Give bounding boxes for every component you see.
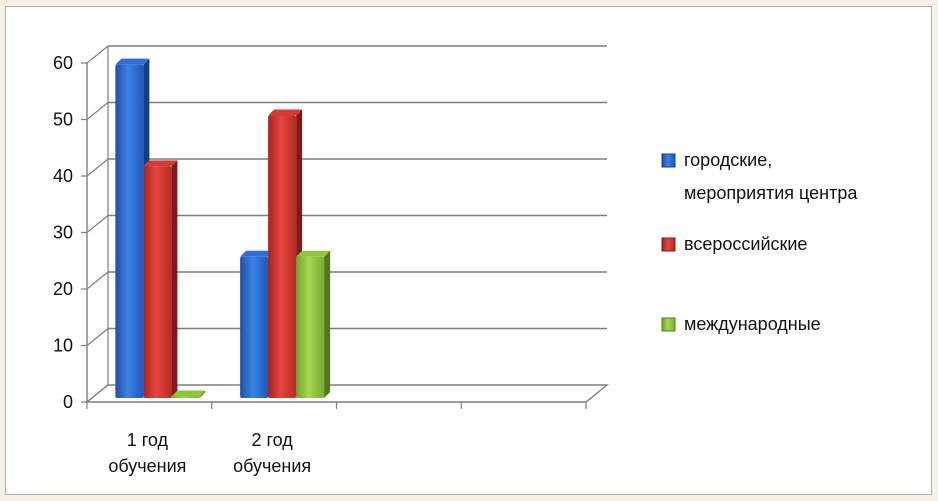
bar-top bbox=[296, 250, 331, 257]
side-wall-line bbox=[86, 158, 109, 177]
y-tick-label: 30 bbox=[53, 223, 73, 243]
legend-label: всероссийские bbox=[684, 234, 807, 254]
y-tick-label: 50 bbox=[53, 110, 73, 130]
side-wall-line bbox=[86, 328, 109, 346]
x-category-label: 2 год bbox=[251, 430, 293, 450]
bar-front bbox=[268, 115, 297, 398]
side-wall-line bbox=[86, 271, 109, 290]
bar bbox=[143, 160, 178, 398]
x-category-label: обучения bbox=[108, 456, 186, 476]
legend-item: международные bbox=[661, 314, 821, 334]
y-tick-label: 20 bbox=[53, 279, 73, 299]
bar-front bbox=[296, 256, 325, 398]
legend-swatch bbox=[661, 153, 676, 168]
bar-top bbox=[143, 160, 178, 167]
legend-item: городские, мероприятия центра bbox=[661, 150, 858, 203]
legend-label: международные bbox=[684, 314, 821, 334]
bar-top bbox=[115, 58, 150, 65]
bar bbox=[296, 250, 331, 398]
bar-top bbox=[268, 109, 303, 116]
side-wall-line bbox=[86, 102, 109, 120]
legend-item: всероссийские bbox=[661, 234, 807, 254]
side-wall-line bbox=[86, 45, 109, 64]
y-tick-label: 60 bbox=[53, 53, 73, 73]
y-tick-label: 0 bbox=[63, 392, 73, 412]
bar-front bbox=[115, 64, 144, 399]
bar-side bbox=[199, 390, 206, 398]
legend-label: городские, bbox=[684, 150, 772, 170]
bar-front bbox=[143, 166, 172, 398]
legend-swatch bbox=[661, 237, 676, 252]
bar-side bbox=[324, 250, 331, 398]
legend-swatch bbox=[661, 317, 676, 332]
bar-front bbox=[240, 256, 269, 398]
bar-side bbox=[171, 160, 178, 398]
x-category-label: обучения bbox=[233, 456, 311, 476]
bar-top bbox=[171, 390, 206, 397]
x-category-label: 1 год bbox=[127, 430, 169, 450]
y-tick-label: 40 bbox=[53, 166, 73, 186]
y-tick-label: 10 bbox=[53, 336, 73, 356]
bar-top bbox=[240, 250, 275, 257]
side-wall-line bbox=[86, 215, 109, 233]
bar bbox=[171, 390, 206, 398]
legend-label: мероприятия центра bbox=[684, 183, 858, 203]
chart-floor bbox=[85, 384, 609, 403]
bar-front bbox=[171, 396, 200, 398]
